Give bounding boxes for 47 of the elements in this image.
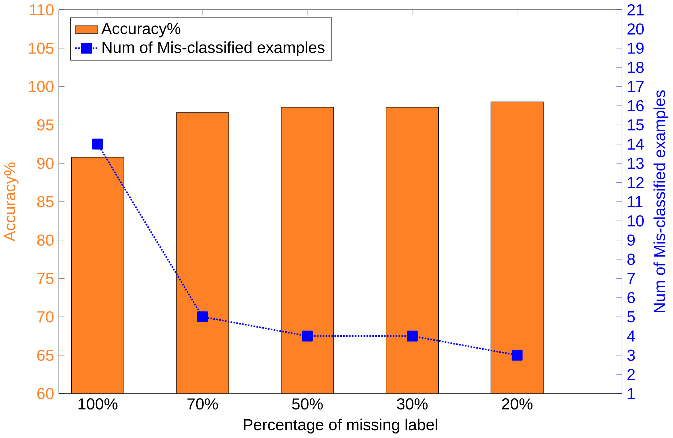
- y2-tick-label: 4: [627, 330, 636, 342]
- y-tick-label: 80: [37, 234, 54, 246]
- y2-tick-label: 2: [628, 369, 635, 380]
- y2-tick-label: 9: [628, 234, 636, 246]
- y2-axis-title: Num of Mis-classified examples: [654, 90, 669, 312]
- y2-tick-label: 21: [628, 4, 644, 16]
- y-tick-label: 60: [38, 388, 54, 400]
- point: [197, 312, 208, 322]
- y2-tick-label: 11: [628, 196, 643, 208]
- y2-tick-label: 6: [628, 292, 636, 304]
- legend-label: Num of Mis-classified examples: [102, 42, 325, 56]
- x-tick-label: 20%: [502, 398, 533, 410]
- y2-tick-label: 19: [628, 42, 644, 54]
- legend-label: Accuracy%: [102, 23, 181, 38]
- y2-tick-label: 14: [628, 138, 644, 150]
- x-tick-label: 50%: [292, 398, 324, 410]
- y2-tick-label: 18: [628, 62, 644, 74]
- y2-tick-label: 8: [628, 254, 636, 266]
- point: [512, 350, 523, 361]
- y-tick-label: 95: [37, 119, 54, 131]
- y2-tick-label: 20: [628, 24, 644, 35]
- y-tick-label: 90: [37, 158, 54, 170]
- y2-tick-label: 1: [628, 388, 635, 400]
- y-tick-label: 65: [38, 350, 54, 362]
- y2-tick-label: 13: [628, 158, 644, 170]
- point: [92, 138, 104, 150]
- y-tick-label: 70: [38, 311, 54, 323]
- y-tick-label: 85: [37, 196, 54, 208]
- point: [407, 330, 418, 342]
- x-axis-title: Percentage of missing label: [244, 418, 438, 434]
- y2-tick-label: 12: [628, 177, 644, 188]
- point: [302, 330, 314, 342]
- y2-tick-label: 15: [628, 120, 644, 131]
- y2-tick-label: 16: [628, 100, 644, 112]
- y-axis-title: Accuracy%: [4, 162, 19, 242]
- y-tick-label: 75: [38, 273, 54, 284]
- x-tick-label: 30%: [397, 398, 428, 410]
- y2-tick-label: 5: [628, 311, 636, 323]
- y2-tick-label: 10: [628, 215, 644, 227]
- y-tick-label: 105: [29, 42, 54, 54]
- x-tick-label: 100%: [78, 398, 118, 410]
- y2-tick-label: 7: [628, 273, 635, 284]
- y-tick-label: 100: [29, 81, 54, 92]
- y-tick-label: 110: [30, 4, 54, 16]
- y2-tick-label: 3: [628, 350, 636, 362]
- y2-tick-label: 17: [628, 81, 644, 92]
- x-tick-label: 70%: [188, 398, 218, 410]
